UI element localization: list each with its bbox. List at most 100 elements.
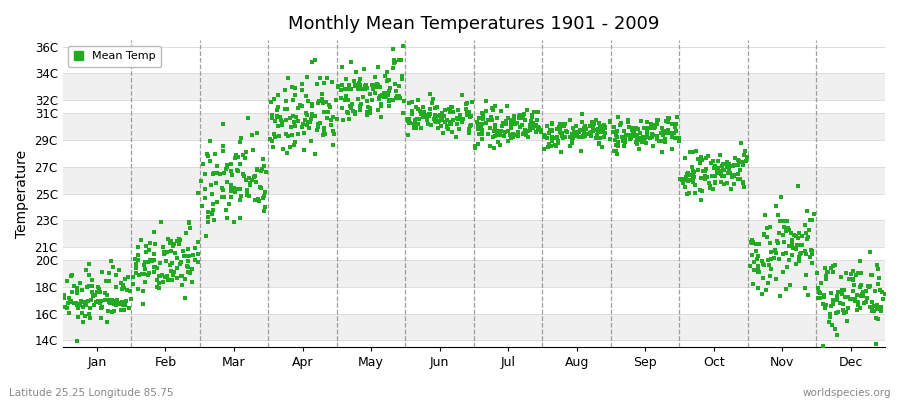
Point: [434, 114, 448, 120]
Point: [62, 295, 77, 301]
Point: [173, 236, 187, 243]
Point: [266, 96, 281, 102]
Point: [236, 152, 250, 158]
Bar: [63, 140, 885, 167]
Point: [528, 128, 543, 135]
Point: [402, 100, 417, 106]
Point: [128, 256, 142, 262]
Point: [771, 229, 786, 236]
Point: [73, 280, 87, 286]
Point: [410, 115, 425, 122]
Point: [460, 109, 474, 115]
Point: [317, 129, 331, 136]
Point: [230, 152, 244, 158]
Point: [792, 242, 806, 248]
Point: [787, 232, 801, 238]
Point: [727, 171, 742, 178]
Point: [479, 120, 493, 126]
Point: [566, 125, 580, 132]
Point: [419, 117, 434, 123]
Point: [592, 120, 607, 126]
Point: [336, 117, 350, 124]
Point: [500, 102, 514, 109]
Point: [65, 288, 79, 295]
Point: [734, 167, 748, 174]
Point: [646, 125, 661, 131]
Point: [486, 134, 500, 140]
Point: [850, 292, 865, 299]
Point: [246, 146, 260, 153]
Point: [590, 132, 604, 138]
Point: [555, 120, 570, 127]
Point: [82, 261, 96, 267]
Point: [88, 298, 103, 305]
Point: [869, 302, 884, 308]
Point: [274, 119, 289, 125]
Point: [442, 106, 456, 112]
Point: [392, 57, 406, 64]
Point: [205, 210, 220, 216]
Point: [252, 184, 266, 190]
Point: [683, 177, 698, 183]
Point: [63, 297, 77, 304]
Point: [608, 148, 623, 154]
Point: [76, 304, 90, 310]
Point: [366, 82, 381, 89]
Point: [182, 220, 196, 226]
Point: [339, 109, 354, 116]
Point: [572, 128, 586, 135]
Point: [636, 137, 651, 143]
Point: [656, 132, 670, 138]
Point: [181, 258, 195, 264]
Point: [668, 123, 682, 130]
Point: [70, 302, 85, 308]
Point: [602, 119, 616, 125]
Point: [304, 110, 319, 117]
Point: [609, 132, 624, 138]
Point: [308, 57, 322, 63]
Point: [103, 300, 117, 306]
Point: [147, 229, 161, 235]
Point: [326, 128, 340, 134]
Point: [274, 122, 289, 128]
Point: [578, 123, 592, 130]
Point: [256, 156, 270, 162]
Point: [854, 282, 868, 288]
Point: [274, 117, 289, 124]
Point: [284, 124, 299, 130]
Point: [495, 123, 509, 130]
Point: [479, 108, 493, 114]
Point: [579, 126, 593, 132]
Point: [650, 133, 664, 140]
Point: [191, 239, 205, 246]
Point: [632, 136, 646, 143]
Point: [210, 199, 224, 206]
Point: [654, 138, 669, 144]
Point: [344, 104, 358, 111]
Point: [191, 250, 205, 257]
Point: [814, 280, 828, 286]
Point: [488, 128, 502, 134]
Point: [482, 131, 496, 137]
Point: [174, 273, 188, 279]
Point: [389, 87, 403, 94]
Point: [119, 298, 133, 304]
Point: [105, 309, 120, 315]
Point: [116, 282, 130, 288]
Point: [518, 130, 532, 137]
Point: [610, 128, 625, 134]
Bar: [63, 100, 885, 114]
Point: [789, 246, 804, 253]
Point: [842, 296, 857, 302]
Point: [340, 85, 355, 92]
Point: [722, 164, 736, 170]
Point: [592, 135, 607, 141]
Point: [678, 184, 692, 190]
Point: [342, 82, 356, 88]
Point: [238, 173, 252, 179]
Point: [793, 250, 807, 257]
Point: [854, 293, 868, 300]
Point: [252, 198, 266, 204]
Point: [512, 114, 526, 121]
Point: [63, 298, 77, 305]
